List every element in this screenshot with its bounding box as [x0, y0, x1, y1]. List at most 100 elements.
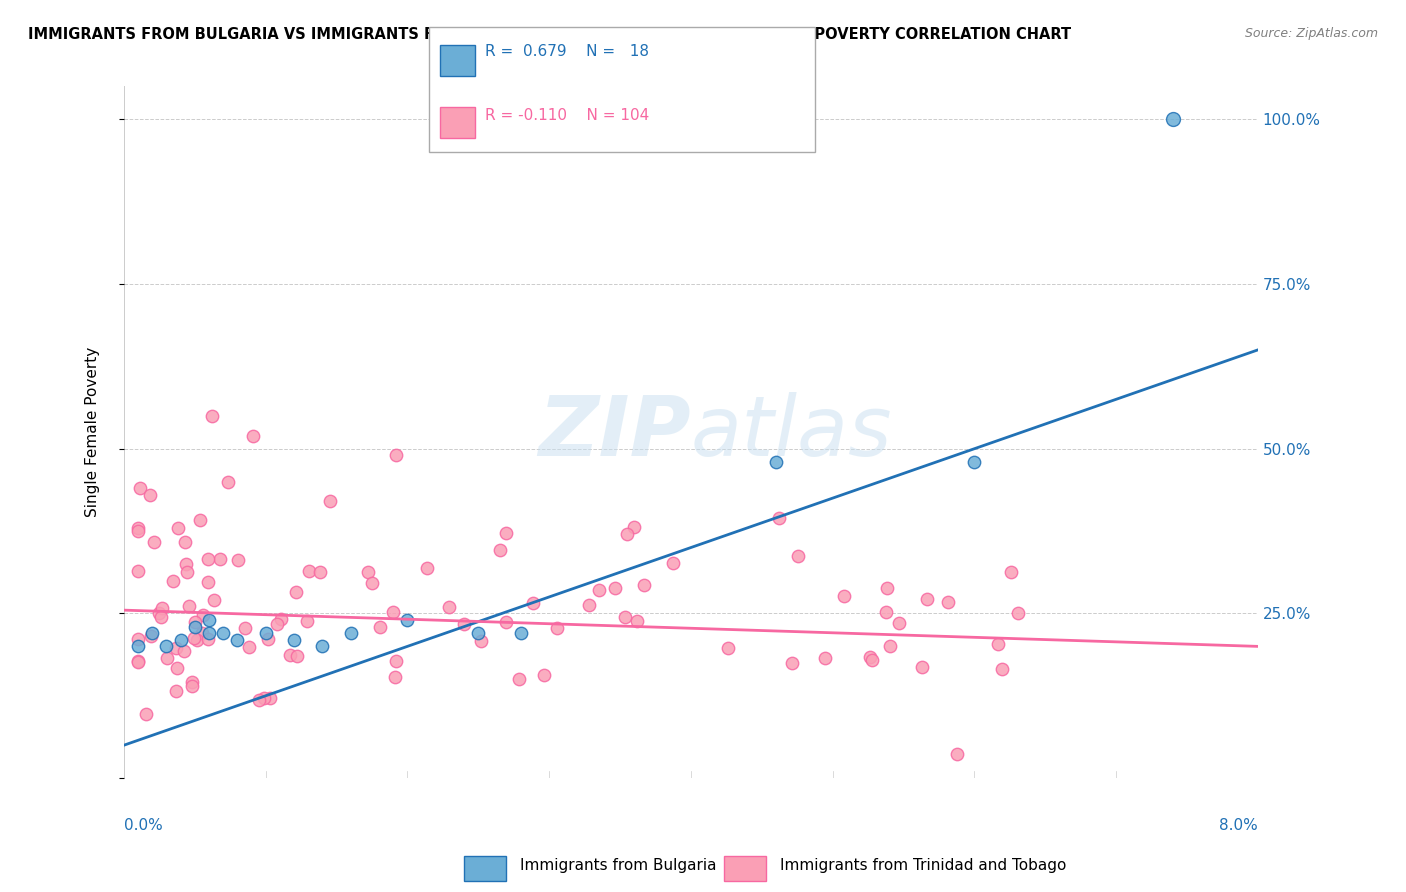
- Point: [217, 475, 239, 489]
- Point: [626, 614, 648, 628]
- Point: [385, 653, 408, 667]
- Point: [533, 667, 555, 681]
- Point: [209, 552, 232, 566]
- Point: [437, 599, 460, 614]
- Point: [946, 747, 969, 762]
- Point: [936, 595, 959, 609]
- Point: [787, 549, 810, 564]
- Point: [197, 575, 219, 590]
- Point: [259, 690, 281, 705]
- Point: [495, 525, 517, 540]
- Text: Immigrants from Trinidad and Tobago: Immigrants from Trinidad and Tobago: [780, 858, 1067, 872]
- Point: [370, 620, 392, 634]
- Point: [814, 650, 837, 665]
- Point: [181, 675, 204, 690]
- Point: [266, 617, 288, 632]
- Point: [876, 605, 898, 619]
- Point: [226, 632, 249, 647]
- Text: 0.0%: 0.0%: [124, 818, 163, 833]
- Text: ZIP: ZIP: [538, 392, 690, 473]
- Text: Source: ZipAtlas.com: Source: ZipAtlas.com: [1244, 27, 1378, 40]
- Point: [197, 552, 219, 566]
- Point: [453, 616, 475, 631]
- Point: [235, 621, 257, 635]
- Point: [987, 637, 1010, 651]
- Point: [297, 565, 319, 579]
- Point: [202, 593, 225, 607]
- Point: [915, 592, 938, 607]
- Point: [254, 626, 277, 640]
- Point: [127, 521, 149, 535]
- Point: [416, 561, 439, 575]
- Point: [184, 619, 207, 633]
- Text: IMMIGRANTS FROM BULGARIA VS IMMIGRANTS FROM TRINIDAD AND TOBAGO SINGLE FEMALE PO: IMMIGRANTS FROM BULGARIA VS IMMIGRANTS F…: [28, 27, 1071, 42]
- Point: [578, 598, 600, 612]
- Text: Immigrants from Bulgaria: Immigrants from Bulgaria: [520, 858, 717, 872]
- Point: [198, 626, 221, 640]
- Point: [603, 581, 626, 595]
- Point: [613, 610, 636, 624]
- Point: [270, 612, 292, 626]
- Point: [384, 669, 406, 683]
- Point: [357, 565, 380, 579]
- Point: [176, 565, 198, 579]
- Point: [127, 524, 149, 539]
- Point: [295, 615, 318, 629]
- Point: [127, 632, 149, 647]
- Point: [165, 640, 187, 655]
- Point: [780, 656, 803, 670]
- Point: [135, 707, 157, 722]
- Point: [166, 661, 188, 675]
- Point: [181, 679, 204, 693]
- Point: [489, 543, 512, 558]
- Point: [242, 428, 264, 442]
- Point: [859, 650, 882, 665]
- Point: [768, 511, 790, 525]
- Point: [381, 605, 404, 619]
- Point: [257, 632, 280, 646]
- Point: [278, 648, 301, 662]
- Point: [1000, 565, 1022, 579]
- Point: [508, 672, 530, 686]
- Point: [876, 581, 898, 595]
- Point: [238, 640, 260, 654]
- Point: [623, 519, 645, 533]
- Point: [717, 641, 740, 656]
- Point: [879, 640, 901, 654]
- Point: [470, 633, 492, 648]
- Point: [633, 578, 655, 592]
- Point: [396, 613, 419, 627]
- Point: [339, 626, 361, 640]
- Point: [495, 615, 517, 629]
- Point: [139, 629, 162, 643]
- Point: [765, 455, 787, 469]
- Point: [1007, 607, 1029, 621]
- Point: [226, 553, 249, 567]
- Point: [285, 649, 308, 664]
- Text: atlas: atlas: [690, 392, 893, 473]
- Point: [191, 626, 214, 640]
- Text: R =  0.679    N =   18: R = 0.679 N = 18: [485, 45, 650, 59]
- Point: [860, 653, 883, 667]
- Point: [284, 585, 307, 599]
- Point: [385, 448, 408, 462]
- Point: [162, 574, 184, 588]
- Text: R = -0.110    N = 104: R = -0.110 N = 104: [485, 109, 650, 123]
- Point: [127, 655, 149, 669]
- Point: [173, 644, 195, 658]
- Point: [156, 651, 179, 665]
- Point: [509, 626, 531, 640]
- Point: [186, 632, 208, 647]
- Point: [165, 684, 187, 698]
- Point: [467, 626, 489, 640]
- Point: [832, 589, 855, 603]
- Point: [169, 632, 191, 647]
- Point: [522, 596, 544, 610]
- Point: [197, 632, 219, 646]
- Point: [183, 632, 205, 646]
- Point: [361, 576, 384, 591]
- Point: [129, 481, 152, 495]
- Point: [139, 488, 162, 502]
- Point: [1161, 112, 1184, 127]
- Point: [889, 615, 911, 630]
